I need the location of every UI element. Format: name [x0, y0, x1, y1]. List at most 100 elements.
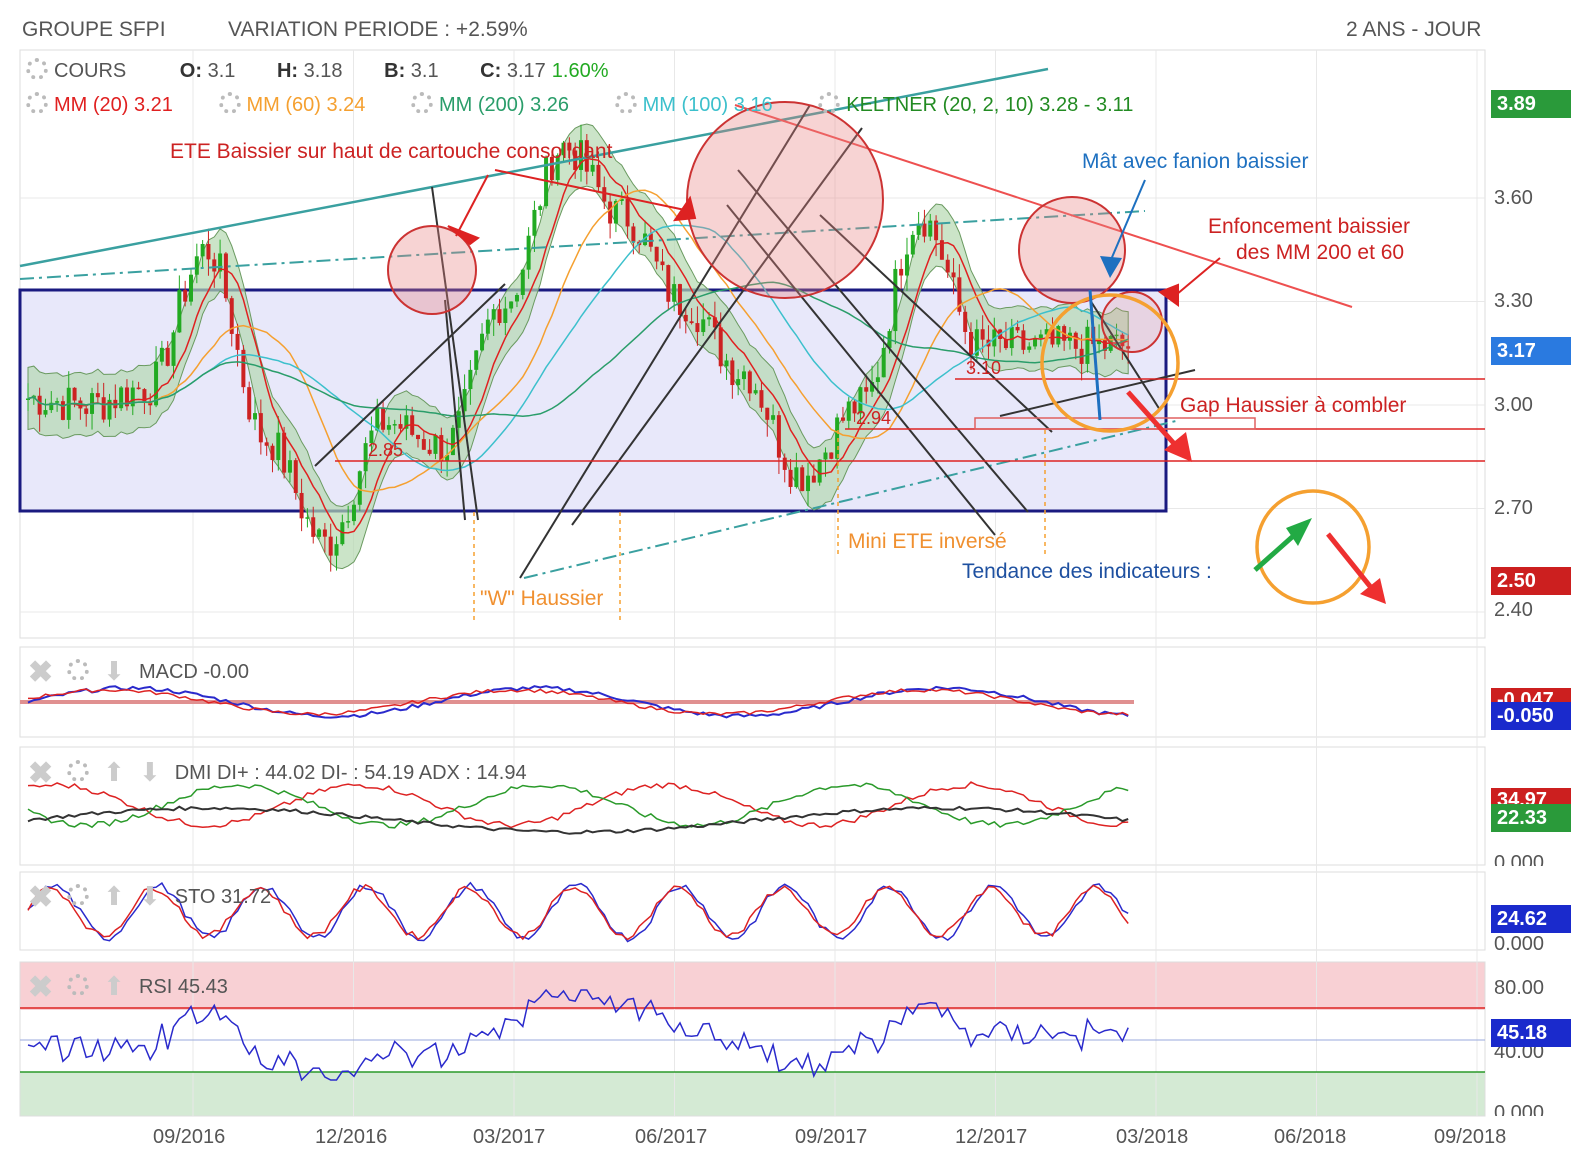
arrow-down-icon[interactable]: ⬇	[138, 881, 161, 911]
close-icon[interactable]: ✖	[28, 971, 54, 1004]
rsi-tick-0: 0.000	[1494, 1102, 1545, 1116]
candle-body	[392, 424, 397, 426]
gear-icon[interactable]	[411, 92, 433, 114]
orange-dashed-verticals	[473, 430, 1046, 620]
candle-body	[351, 504, 356, 522]
candle-body	[875, 377, 880, 383]
period-selector[interactable]: 2 ANS - JOUR	[1346, 18, 1482, 41]
candle-body	[974, 329, 979, 356]
level-label-310: 3.10	[966, 358, 1001, 378]
candle-body	[596, 164, 601, 188]
candle-body	[55, 401, 60, 403]
orange-circle-indicators	[1255, 489, 1371, 605]
blue-pole	[1088, 289, 1102, 421]
candle-body	[142, 389, 147, 402]
indicator-line	[27, 782, 1129, 829]
candle-body	[707, 317, 712, 320]
enfoncement-annotation-1: Enfoncement baissier	[1208, 215, 1410, 238]
candle-body	[794, 467, 799, 487]
candle-body	[154, 361, 159, 406]
candle-body	[753, 390, 758, 394]
candle-body	[223, 253, 228, 299]
candle-body	[241, 349, 246, 388]
candle-body	[433, 435, 438, 454]
gear-icon[interactable]	[67, 974, 90, 996]
rsi-overbought-zone	[20, 962, 1485, 1010]
mm20-line	[27, 157, 1129, 534]
gear-icon[interactable]	[614, 92, 637, 114]
x-tick: 03/2018	[1116, 1126, 1189, 1148]
candle-body	[747, 371, 752, 394]
gear-icon[interactable]	[67, 659, 90, 681]
sto-lines	[27, 881, 1129, 943]
mm200-line	[27, 281, 1129, 418]
candle-body	[870, 382, 875, 392]
candle-body	[200, 243, 205, 257]
gear-icon[interactable]	[67, 884, 90, 906]
candle-body	[1021, 330, 1026, 350]
x-tick: 12/2017	[955, 1126, 1028, 1148]
x-tick: 09/2016	[153, 1126, 226, 1148]
macd-panel-frame	[19, 646, 1486, 738]
arrow-up-icon[interactable]: ⬆	[103, 971, 125, 1001]
gear-icon[interactable]	[26, 92, 48, 114]
candle-body	[305, 517, 310, 519]
candle-body	[450, 427, 455, 456]
candle-body	[712, 317, 717, 328]
close-icon[interactable]: ✖	[28, 881, 54, 914]
dmi-tag-1: 34.97	[1491, 788, 1571, 806]
candle-body	[445, 455, 450, 462]
price-tick: 3.60	[1494, 187, 1533, 209]
candle-body	[1085, 326, 1090, 364]
candle-body	[741, 371, 746, 380]
candle-body	[468, 369, 473, 390]
candle-body	[299, 492, 304, 519]
candle-body	[503, 308, 508, 323]
candle-body	[188, 274, 193, 302]
sto-label: ✖ ⬆ ⬇ STO 31.72	[28, 881, 272, 914]
candle-body	[276, 432, 281, 461]
candle-body	[899, 268, 904, 276]
indicator-line	[27, 805, 1129, 835]
candle-body	[206, 243, 211, 260]
gear-icon[interactable]	[818, 92, 841, 114]
candle-body	[980, 329, 985, 340]
candle-body	[625, 198, 630, 227]
candle-body	[293, 460, 298, 493]
arrow-up-icon[interactable]: ⬆	[103, 881, 125, 911]
candle-body	[526, 235, 531, 270]
candle-body	[1015, 327, 1020, 331]
sto-panel-frame	[19, 871, 1486, 951]
x-tick: 06/2018	[1274, 1126, 1347, 1148]
ete-annotation: ETE Baissier sur haut de cartouche conso…	[170, 140, 613, 163]
blue-arrow-line	[1109, 179, 1146, 263]
candle-body	[1033, 337, 1038, 347]
rsi-line	[27, 988, 1129, 1082]
candle-body	[416, 434, 421, 440]
candle-body	[1056, 326, 1061, 345]
gear-icon[interactable]	[26, 58, 48, 80]
candle-body	[357, 471, 362, 505]
gear-icon[interactable]	[67, 760, 90, 782]
close-icon[interactable]: ✖	[28, 757, 54, 790]
level-label-285: 2.85	[368, 440, 403, 460]
arrow-down-icon[interactable]: ⬇	[103, 656, 125, 686]
candle-body	[613, 200, 618, 224]
candle-body	[26, 398, 30, 400]
candle-body	[194, 256, 199, 275]
small-red-circle	[1101, 291, 1163, 353]
candle-body	[584, 140, 589, 172]
candle-body	[561, 142, 566, 156]
candle-body	[532, 209, 537, 236]
upper-trendline	[19, 67, 1049, 268]
arrow-down-icon[interactable]: ⬇	[138, 757, 161, 787]
ete-circle-top	[686, 101, 884, 299]
close-icon[interactable]: ✖	[28, 656, 54, 689]
candle-body	[183, 290, 188, 302]
macd-tag-1: -0.047	[1491, 688, 1571, 706]
gear-icon[interactable]	[218, 92, 241, 114]
arrow-up-icon[interactable]: ⬆	[103, 757, 125, 787]
candle-body	[567, 142, 572, 151]
macd-label: ✖ ⬇ MACD -0.00	[28, 656, 249, 689]
candle-body	[43, 410, 48, 415]
